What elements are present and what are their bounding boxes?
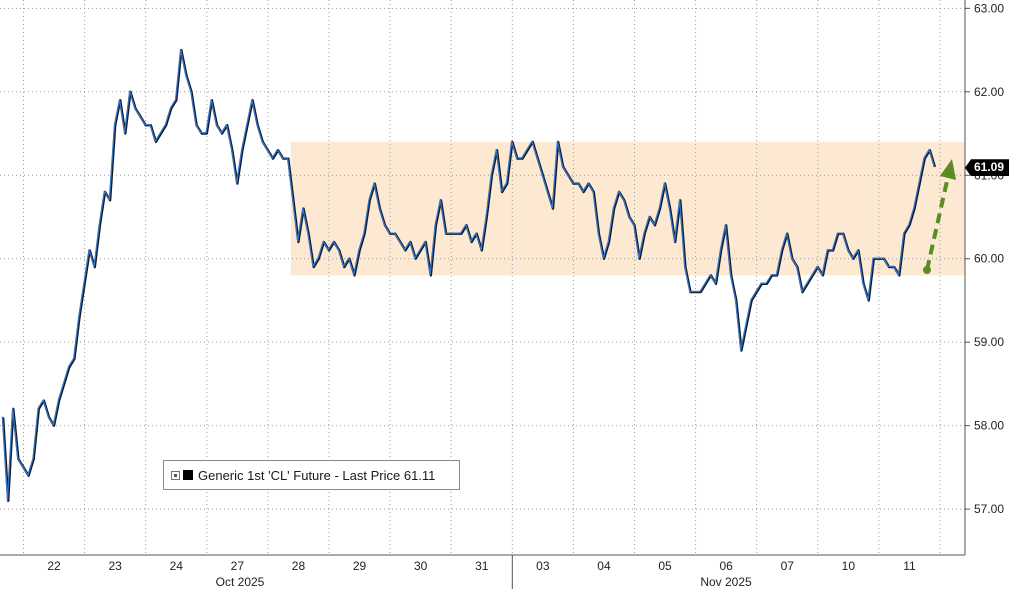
legend-swatch [183, 470, 193, 480]
x-tick-label: 23 [108, 559, 122, 573]
y-tick-label: 57.00 [974, 502, 1004, 516]
x-tick-label: 22 [47, 559, 61, 573]
legend-label: Generic 1st 'CL' Future - Last Price [198, 467, 401, 483]
y-tick-label: 60.00 [974, 252, 1004, 266]
x-tick-label: 07 [781, 559, 795, 573]
x-tick-label: 28 [292, 559, 306, 573]
y-tick-label: 62.00 [974, 85, 1004, 99]
y-tick-label: 59.00 [974, 335, 1004, 349]
y-tick-label: 63.00 [974, 1, 1004, 15]
x-tick-label: 24 [170, 559, 184, 573]
trend-arrow-start-dot [923, 266, 931, 274]
x-tick-label: 04 [597, 559, 611, 573]
legend: Generic 1st 'CL' Future - Last Price 61.… [163, 460, 460, 490]
price-line-shadow [1, 48, 937, 502]
legend-value: 61.11 [403, 467, 436, 483]
month-label: Nov 2025 [700, 575, 752, 589]
x-tick-label: 05 [658, 559, 672, 573]
x-tick-label: 10 [842, 559, 856, 573]
gridlines [0, 0, 965, 555]
x-tick-label: 30 [414, 559, 428, 573]
x-tick-label: 06 [719, 559, 733, 573]
month-label: Oct 2025 [216, 575, 265, 589]
x-tick-label: 03 [536, 559, 550, 573]
legend-toggle-icon[interactable] [171, 470, 180, 480]
x-tick-label: 29 [353, 559, 367, 573]
trend-arrow [923, 159, 956, 274]
price-line [1, 48, 935, 501]
x-tick-label: 31 [475, 559, 489, 573]
y-tick-label: 58.00 [974, 419, 1004, 433]
trend-arrow-head [940, 159, 956, 180]
x-tick-label: 27 [231, 559, 245, 573]
last-price-tag-value: 61.09 [974, 160, 1005, 175]
x-tick-label: 11 [903, 559, 916, 573]
series-layer [1, 48, 937, 502]
last-price-tag: 61.09 [965, 159, 1009, 177]
